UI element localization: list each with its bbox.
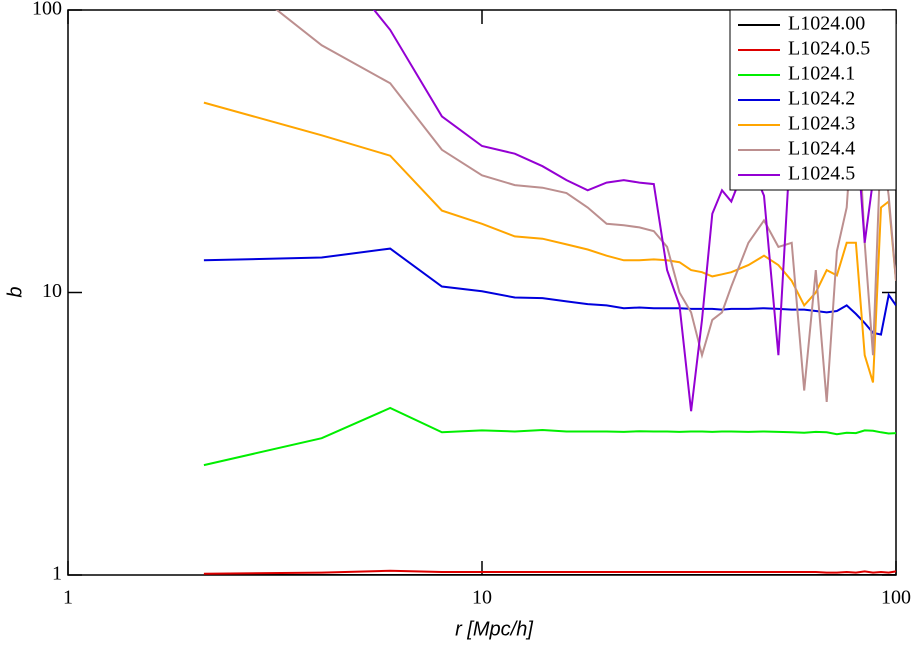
x-tick-label: 100 xyxy=(881,587,911,609)
y-axis-label: b xyxy=(4,286,26,297)
series-line xyxy=(203,406,896,467)
legend-label: L1024.00 xyxy=(788,13,865,35)
legend-label: L1024.3 xyxy=(788,113,855,135)
y-tick-label: 1 xyxy=(52,563,62,585)
legend-label: L1024.0.5 xyxy=(788,38,870,60)
legend-label: L1024.5 xyxy=(788,163,855,185)
series-line xyxy=(203,247,896,336)
legend-label: L1024.4 xyxy=(788,138,855,160)
x-tick-label: 1 xyxy=(63,587,73,609)
legend-label: L1024.1 xyxy=(788,63,855,85)
x-tick-label: 10 xyxy=(472,587,492,609)
legend-label: L1024.2 xyxy=(788,88,855,110)
series-line xyxy=(203,569,896,575)
y-tick-label: 10 xyxy=(42,280,62,302)
y-tick-label: 100 xyxy=(32,0,62,20)
x-axis-label: r [Mpc/h] xyxy=(455,618,533,640)
series-line xyxy=(203,101,896,383)
series-line xyxy=(372,10,896,412)
